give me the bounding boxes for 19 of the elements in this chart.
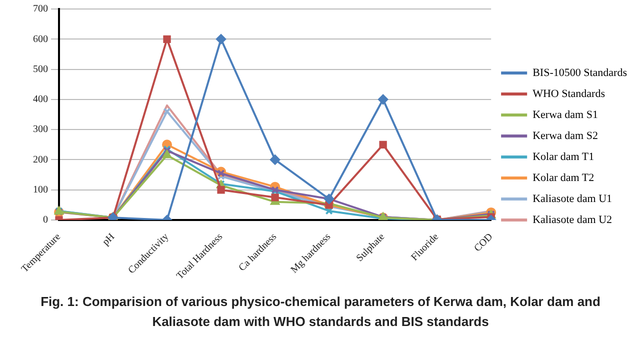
legend-label: Kolar dam T1 <box>532 150 594 163</box>
legend-label: Kerwa dam S2 <box>532 130 598 142</box>
y-tick-label: 300 <box>33 124 48 136</box>
legend-label: Kolar dam T2 <box>532 172 594 184</box>
y-tick-label: 100 <box>33 184 48 196</box>
y-tick-label: 200 <box>33 154 48 166</box>
x-tick-label: pH <box>100 231 117 248</box>
caption: Fig. 1: Comparision of various physico-chemical parameters of Kerwa dam, Kolar dam and Kaliasote dam with WHO standards and BIS standards <box>40 293 602 331</box>
legend-label: Kerwa dam S1 <box>532 108 598 121</box>
y-tick-label: 500 <box>33 64 48 75</box>
y-tick-label: 600 <box>33 34 48 45</box>
legend-label: Kaliasote dam U1 <box>532 192 612 205</box>
y-tick-label: 400 <box>33 94 48 106</box>
legend-label: WHO Standards <box>532 88 605 100</box>
x-tick-label: COD <box>472 231 496 254</box>
y-tick-label: 700 <box>33 4 48 15</box>
legend-label: Kaliasote dam U2 <box>532 214 612 226</box>
legend-label: BIS-10500 Standards <box>532 66 628 79</box>
y-tick-label: 0 <box>43 214 48 226</box>
